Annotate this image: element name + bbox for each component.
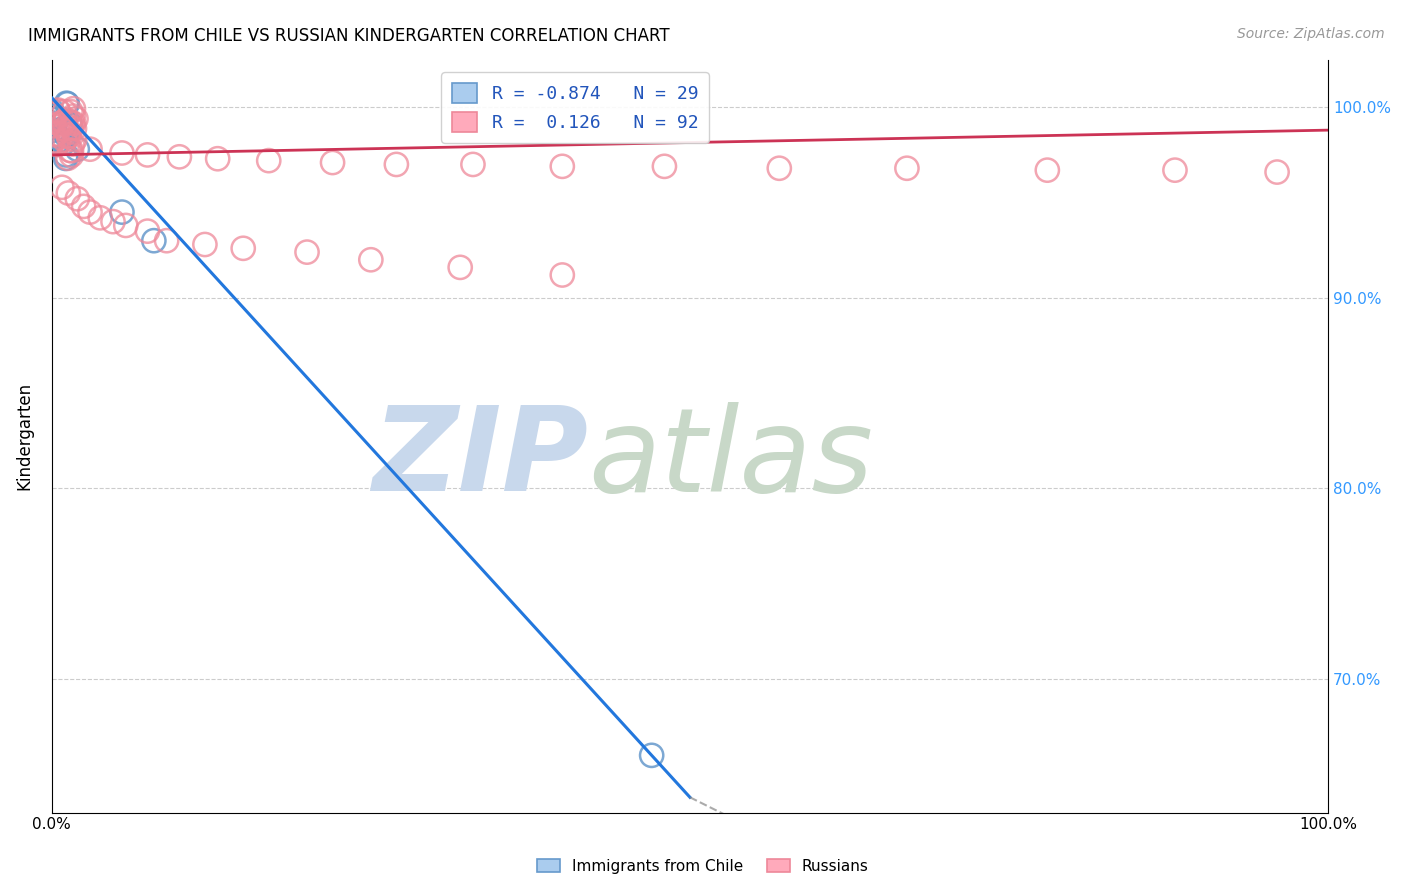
- Point: [60, 121, 83, 136]
- Point: [136, 148, 159, 162]
- Point: [232, 241, 254, 255]
- Legend: Immigrants from Chile, Russians: Immigrants from Chile, Russians: [531, 853, 875, 880]
- Point: [60, 144, 83, 158]
- Point: [51, 180, 73, 194]
- Point: [551, 268, 574, 282]
- Point: [640, 748, 662, 763]
- Point: [194, 237, 217, 252]
- Point: [46, 137, 69, 152]
- Point: [385, 157, 408, 171]
- Point: [1036, 163, 1059, 178]
- Point: [79, 205, 101, 219]
- Text: IMMIGRANTS FROM CHILE VS RUSSIAN KINDERGARTEN CORRELATION CHART: IMMIGRANTS FROM CHILE VS RUSSIAN KINDERG…: [28, 27, 669, 45]
- Point: [45, 137, 67, 152]
- Point: [52, 136, 75, 150]
- Point: [48, 117, 70, 131]
- Point: [59, 144, 82, 158]
- Point: [42, 123, 65, 137]
- Point: [53, 134, 76, 148]
- Point: [51, 122, 73, 136]
- Point: [58, 125, 80, 139]
- Point: [111, 205, 134, 219]
- Point: [55, 123, 77, 137]
- Point: [66, 142, 89, 156]
- Point: [257, 153, 280, 168]
- Point: [45, 112, 67, 127]
- Point: [207, 152, 229, 166]
- Point: [768, 161, 790, 176]
- Point: [48, 135, 70, 149]
- Point: [55, 112, 77, 127]
- Point: [59, 104, 82, 119]
- Point: [55, 96, 77, 111]
- Point: [551, 159, 574, 173]
- Point: [59, 117, 82, 131]
- Point: [896, 161, 918, 176]
- Point: [654, 159, 676, 173]
- Point: [156, 234, 179, 248]
- Point: [101, 214, 124, 228]
- Text: ZIP: ZIP: [371, 401, 588, 516]
- Point: [45, 128, 67, 142]
- Point: [41, 103, 63, 118]
- Point: [62, 102, 84, 116]
- Point: [89, 211, 111, 225]
- Point: [1164, 163, 1187, 178]
- Point: [322, 155, 344, 169]
- Point: [60, 148, 83, 162]
- Point: [53, 114, 76, 128]
- Point: [44, 116, 66, 130]
- Y-axis label: Kindergarten: Kindergarten: [15, 382, 32, 490]
- Point: [295, 245, 318, 260]
- Point: [1265, 165, 1288, 179]
- Point: [51, 132, 73, 146]
- Point: [42, 119, 65, 133]
- Text: atlas: atlas: [588, 401, 873, 516]
- Point: [55, 128, 77, 143]
- Point: [62, 109, 84, 123]
- Point: [63, 133, 86, 147]
- Point: [60, 116, 83, 130]
- Point: [46, 104, 69, 119]
- Legend: R = -0.874   N = 29, R =  0.126   N = 92: R = -0.874 N = 29, R = 0.126 N = 92: [441, 72, 709, 143]
- Point: [461, 157, 484, 171]
- Point: [41, 107, 63, 121]
- Point: [73, 199, 96, 213]
- Point: [136, 224, 159, 238]
- Point: [45, 127, 67, 141]
- Point: [114, 219, 136, 233]
- Point: [52, 114, 75, 128]
- Point: [51, 119, 73, 133]
- Point: [66, 192, 89, 206]
- Point: [58, 128, 80, 143]
- Point: [58, 129, 80, 144]
- Point: [63, 121, 86, 136]
- Text: Source: ZipAtlas.com: Source: ZipAtlas.com: [1237, 27, 1385, 41]
- Point: [55, 152, 77, 166]
- Point: [56, 96, 79, 111]
- Point: [46, 103, 69, 117]
- Point: [53, 104, 76, 119]
- Point: [169, 150, 191, 164]
- Point: [58, 186, 80, 200]
- Point: [44, 128, 66, 142]
- Point: [41, 134, 63, 148]
- Point: [79, 142, 101, 156]
- Point: [65, 112, 87, 126]
- Point: [142, 234, 165, 248]
- Point: [449, 260, 471, 275]
- Point: [360, 252, 382, 267]
- Point: [52, 121, 75, 136]
- Point: [62, 116, 84, 130]
- Point: [62, 136, 84, 151]
- Point: [56, 151, 79, 165]
- Point: [55, 148, 77, 162]
- Point: [58, 114, 80, 128]
- Point: [53, 122, 76, 136]
- Point: [41, 110, 63, 124]
- Point: [111, 146, 134, 161]
